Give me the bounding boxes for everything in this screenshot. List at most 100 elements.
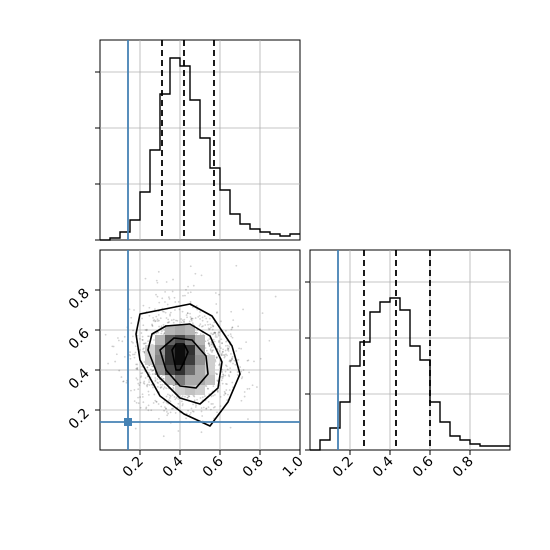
joint-scatter-point <box>151 324 154 327</box>
panel-joint-frame <box>99 249 301 451</box>
joint-scatter-point <box>213 340 216 343</box>
joint-scatter-point <box>226 383 228 386</box>
joint-scatter-point <box>216 356 218 359</box>
joint-scatter-point <box>222 373 224 376</box>
joint-scatter-point <box>226 349 229 351</box>
joint-scatter-point <box>223 356 226 359</box>
joint-scatter-point <box>140 375 143 378</box>
joint-scatter-point <box>160 325 163 328</box>
joint-scatter-point <box>241 376 244 378</box>
joint-scatter-point <box>245 341 248 344</box>
joint-scatter-point <box>184 294 186 297</box>
joint-scatter-point <box>201 316 204 319</box>
joint-scatter-point <box>147 371 150 374</box>
joint-scatter-point <box>189 265 192 268</box>
joint-scatter-point <box>198 324 201 327</box>
joint-scatter-point <box>135 367 138 370</box>
joint-scatter-point <box>166 414 169 417</box>
joint-scatter-point <box>156 318 159 321</box>
joint-scatter-point <box>229 371 232 374</box>
joint-ytick-label-3: 0.8 <box>66 286 93 313</box>
joint-scatter-point <box>169 311 172 314</box>
joint-scatter-point <box>155 315 158 318</box>
joint-ytick-label-0: 0.2 <box>66 406 93 433</box>
joint-scatter-point <box>189 312 191 315</box>
joint-density-cell-11 <box>185 355 195 365</box>
joint-scatter-point <box>153 373 156 375</box>
joint-scatter-point <box>162 323 165 326</box>
joint-scatter-point <box>208 343 210 345</box>
joint-scatter-point <box>210 395 213 398</box>
joint-scatter-point <box>138 338 141 340</box>
joint-scatter-point <box>251 384 254 387</box>
joint-density-cells <box>145 325 215 395</box>
joint-density-cell-15 <box>175 345 185 355</box>
joint-scatter-point <box>175 397 178 400</box>
joint-scatter-point <box>216 411 218 414</box>
joint-scatter-point <box>231 357 233 360</box>
joint-scatter-point <box>218 345 221 348</box>
joint-density-cell-7 <box>195 365 205 375</box>
joint-scatter-point <box>223 390 226 393</box>
joint-scatter-point <box>115 353 118 356</box>
joint-scatter-point <box>142 304 145 307</box>
joint-scatter-point <box>187 396 189 399</box>
joint-scatter-point <box>212 325 215 327</box>
joint-scatter-point <box>145 328 148 331</box>
joint-scatter-point <box>231 326 234 329</box>
joint-scatter-point <box>117 337 119 339</box>
joint-scatter-point <box>203 395 206 398</box>
joint-scatter-point <box>233 359 236 362</box>
joint-density-cell-32 <box>175 385 185 395</box>
joint-scatter-point <box>143 342 146 345</box>
joint-scatter-point <box>156 378 159 380</box>
joint-scatter-point <box>210 332 212 335</box>
joint-scatter-point <box>147 393 150 396</box>
joint-scatter-point <box>218 364 220 366</box>
joint-scatter-point <box>161 297 164 300</box>
joint-scatter-point <box>169 314 171 317</box>
joint-scatter-point <box>151 373 154 376</box>
joint-scatter-point <box>217 334 220 337</box>
joint-scatter-point <box>155 279 158 282</box>
joint-scatter-point <box>171 290 174 293</box>
joint-scatter-point <box>232 362 234 365</box>
joint-density-cell-23 <box>165 325 175 335</box>
joint-scatter-point <box>151 370 153 372</box>
joint-xticks: 0.2 0.4 0.6 0.8 1.0 <box>120 450 307 481</box>
joint-scatter-point <box>197 316 200 318</box>
joint-scatter-point <box>225 382 227 385</box>
joint-density-cell-25 <box>185 325 195 335</box>
joint-scatter-point <box>243 395 246 398</box>
joint-scatter-point <box>210 403 213 405</box>
joint-scatter-point <box>133 400 136 402</box>
joint-scatter-point <box>144 329 147 331</box>
joint-scatter-point <box>213 394 216 396</box>
joint-scatter-point <box>207 341 210 344</box>
joint-scatter-point <box>194 272 197 275</box>
joint-scatter-point <box>221 371 224 373</box>
joint-scatter-point <box>211 349 214 352</box>
joint-xtick-label-2: 0.6 <box>200 453 227 480</box>
joint-scatter-point <box>193 399 196 402</box>
joint-contour-2 <box>159 337 209 389</box>
joint-scatter-point <box>183 320 185 323</box>
joint-scatter-point <box>154 320 157 322</box>
joint-density-cell-8 <box>155 355 165 365</box>
joint-density-cell-12 <box>195 355 205 365</box>
joint-scatter-point <box>159 380 162 383</box>
joint-scatter-point <box>222 374 225 377</box>
joint-scatter-point <box>141 335 144 338</box>
joint-scatter-point <box>192 394 195 397</box>
joint-scatter-point <box>120 376 123 378</box>
joint-scatter-point <box>168 297 171 300</box>
joint-scatter-point <box>226 354 228 357</box>
joint-scatter-point <box>158 417 160 420</box>
joint-scatter-point <box>141 339 144 341</box>
joint-scatter-point <box>220 352 223 355</box>
joint-scatter-point <box>214 406 216 408</box>
joint-density-cell-10 <box>175 355 185 365</box>
joint-scatter-point <box>117 339 120 342</box>
joint-scatter-point <box>160 375 163 378</box>
joint-scatter-point <box>171 394 174 397</box>
